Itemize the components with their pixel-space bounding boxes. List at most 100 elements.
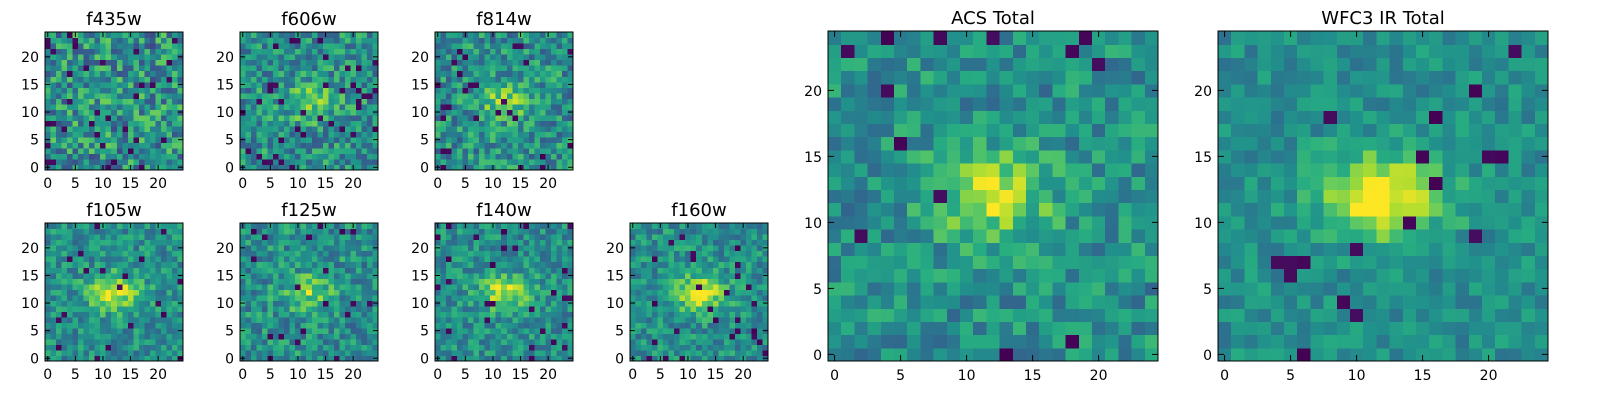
heatmap-cell (139, 267, 145, 273)
heatmap-cell (111, 93, 117, 99)
heatmap-cell (1092, 308, 1106, 322)
heatmap-cell (78, 278, 84, 284)
heatmap-cell (518, 273, 524, 279)
heatmap-cell (685, 234, 691, 240)
heatmap-cell (89, 98, 95, 104)
heatmap-cell (139, 126, 145, 132)
heatmap-cell (339, 311, 345, 317)
heatmap-cell (361, 137, 367, 143)
x-tick-label: 10 (484, 367, 502, 383)
heatmap-cell (306, 333, 312, 339)
heatmap-cell (334, 339, 340, 345)
heatmap-cell (496, 245, 502, 251)
heatmap-cell (636, 289, 642, 295)
heatmap-cell (51, 71, 57, 77)
heatmap-cell (446, 306, 452, 312)
heatmap-cell (350, 109, 356, 115)
heatmap-cell (669, 273, 675, 279)
heatmap-cell (262, 32, 268, 38)
heatmap-cell (881, 335, 895, 349)
heatmap-cell (713, 256, 719, 262)
heatmap-cell (452, 120, 458, 126)
heatmap-cell (854, 229, 868, 243)
heatmap-cell (122, 295, 128, 301)
heatmap-cell (78, 126, 84, 132)
heatmap-cell (523, 322, 529, 328)
heatmap-cell (435, 322, 441, 328)
heatmap-cell (1079, 348, 1093, 362)
heatmap-cell (290, 120, 296, 126)
heatmap-cell (1132, 229, 1146, 243)
heatmap-cell (647, 317, 653, 323)
heatmap-cell (139, 137, 145, 143)
heatmap-cell (155, 120, 161, 126)
heatmap-cell (240, 339, 246, 345)
heatmap-cell (257, 60, 263, 66)
heatmap-cell (523, 317, 529, 323)
heatmap-cell (1066, 229, 1080, 243)
heatmap-cell (496, 104, 502, 110)
heatmap-cell (62, 93, 68, 99)
heatmap-cell (435, 142, 441, 148)
heatmap-cell (740, 256, 746, 262)
heatmap-cell (1105, 189, 1119, 203)
heatmap-cell (268, 49, 274, 55)
heatmap-cell (45, 267, 51, 273)
heatmap-cell (73, 300, 79, 306)
heatmap-cell (485, 339, 491, 345)
heatmap-cell (501, 60, 507, 66)
heatmap-cell (284, 148, 290, 154)
heatmap-cell (446, 300, 452, 306)
heatmap-cell (240, 256, 246, 262)
heatmap-cell (306, 317, 312, 323)
heatmap-cell (161, 262, 167, 268)
heatmap-cell (562, 148, 568, 154)
heatmap-cell (907, 348, 921, 362)
heatmap-cell (556, 65, 562, 71)
heatmap-cell (56, 60, 62, 66)
heatmap-cell (133, 104, 139, 110)
heatmap-cell (67, 65, 73, 71)
heatmap-cell (128, 49, 134, 55)
heatmap-cell (452, 339, 458, 345)
heatmap-cell (490, 278, 496, 284)
heatmap-cell (51, 262, 57, 268)
heatmap-cell (117, 350, 123, 356)
heatmap-cell (78, 82, 84, 88)
heatmap-cell (1105, 308, 1119, 322)
heatmap-cell (713, 333, 719, 339)
heatmap-cell (735, 267, 741, 273)
heatmap-cell (139, 142, 145, 148)
heatmap-cell (257, 76, 263, 82)
heatmap-cell (1145, 308, 1159, 322)
heatmap-cell (117, 32, 123, 38)
heatmap-cell (367, 82, 373, 88)
heatmap-cell (301, 339, 307, 345)
heatmap-cell (479, 43, 485, 49)
heatmap-cell (150, 322, 156, 328)
heatmap-cell (62, 333, 68, 339)
y-tick-label: 5 (30, 324, 39, 340)
heatmap-cell (735, 300, 741, 306)
heatmap-cell (463, 300, 469, 306)
heatmap-cell (78, 322, 84, 328)
heatmap-cell (339, 60, 345, 66)
heatmap-cell (534, 115, 540, 121)
heatmap-cell (647, 333, 653, 339)
heatmap-cell (166, 82, 172, 88)
heatmap-cell (457, 350, 463, 356)
heatmap-cell (361, 148, 367, 154)
heatmap-cell (317, 273, 323, 279)
heatmap-cell (251, 109, 257, 115)
heatmap-cell (117, 289, 123, 295)
heatmap-cell (518, 267, 524, 273)
heatmap-cell (73, 339, 79, 345)
heatmap-cell (166, 120, 172, 126)
heatmap-cell (144, 120, 150, 126)
heatmap-cell (334, 109, 340, 115)
heatmap-cell (84, 159, 90, 165)
heatmap-cell (474, 104, 480, 110)
heatmap-cell (268, 60, 274, 66)
heatmap-cell (356, 240, 362, 246)
